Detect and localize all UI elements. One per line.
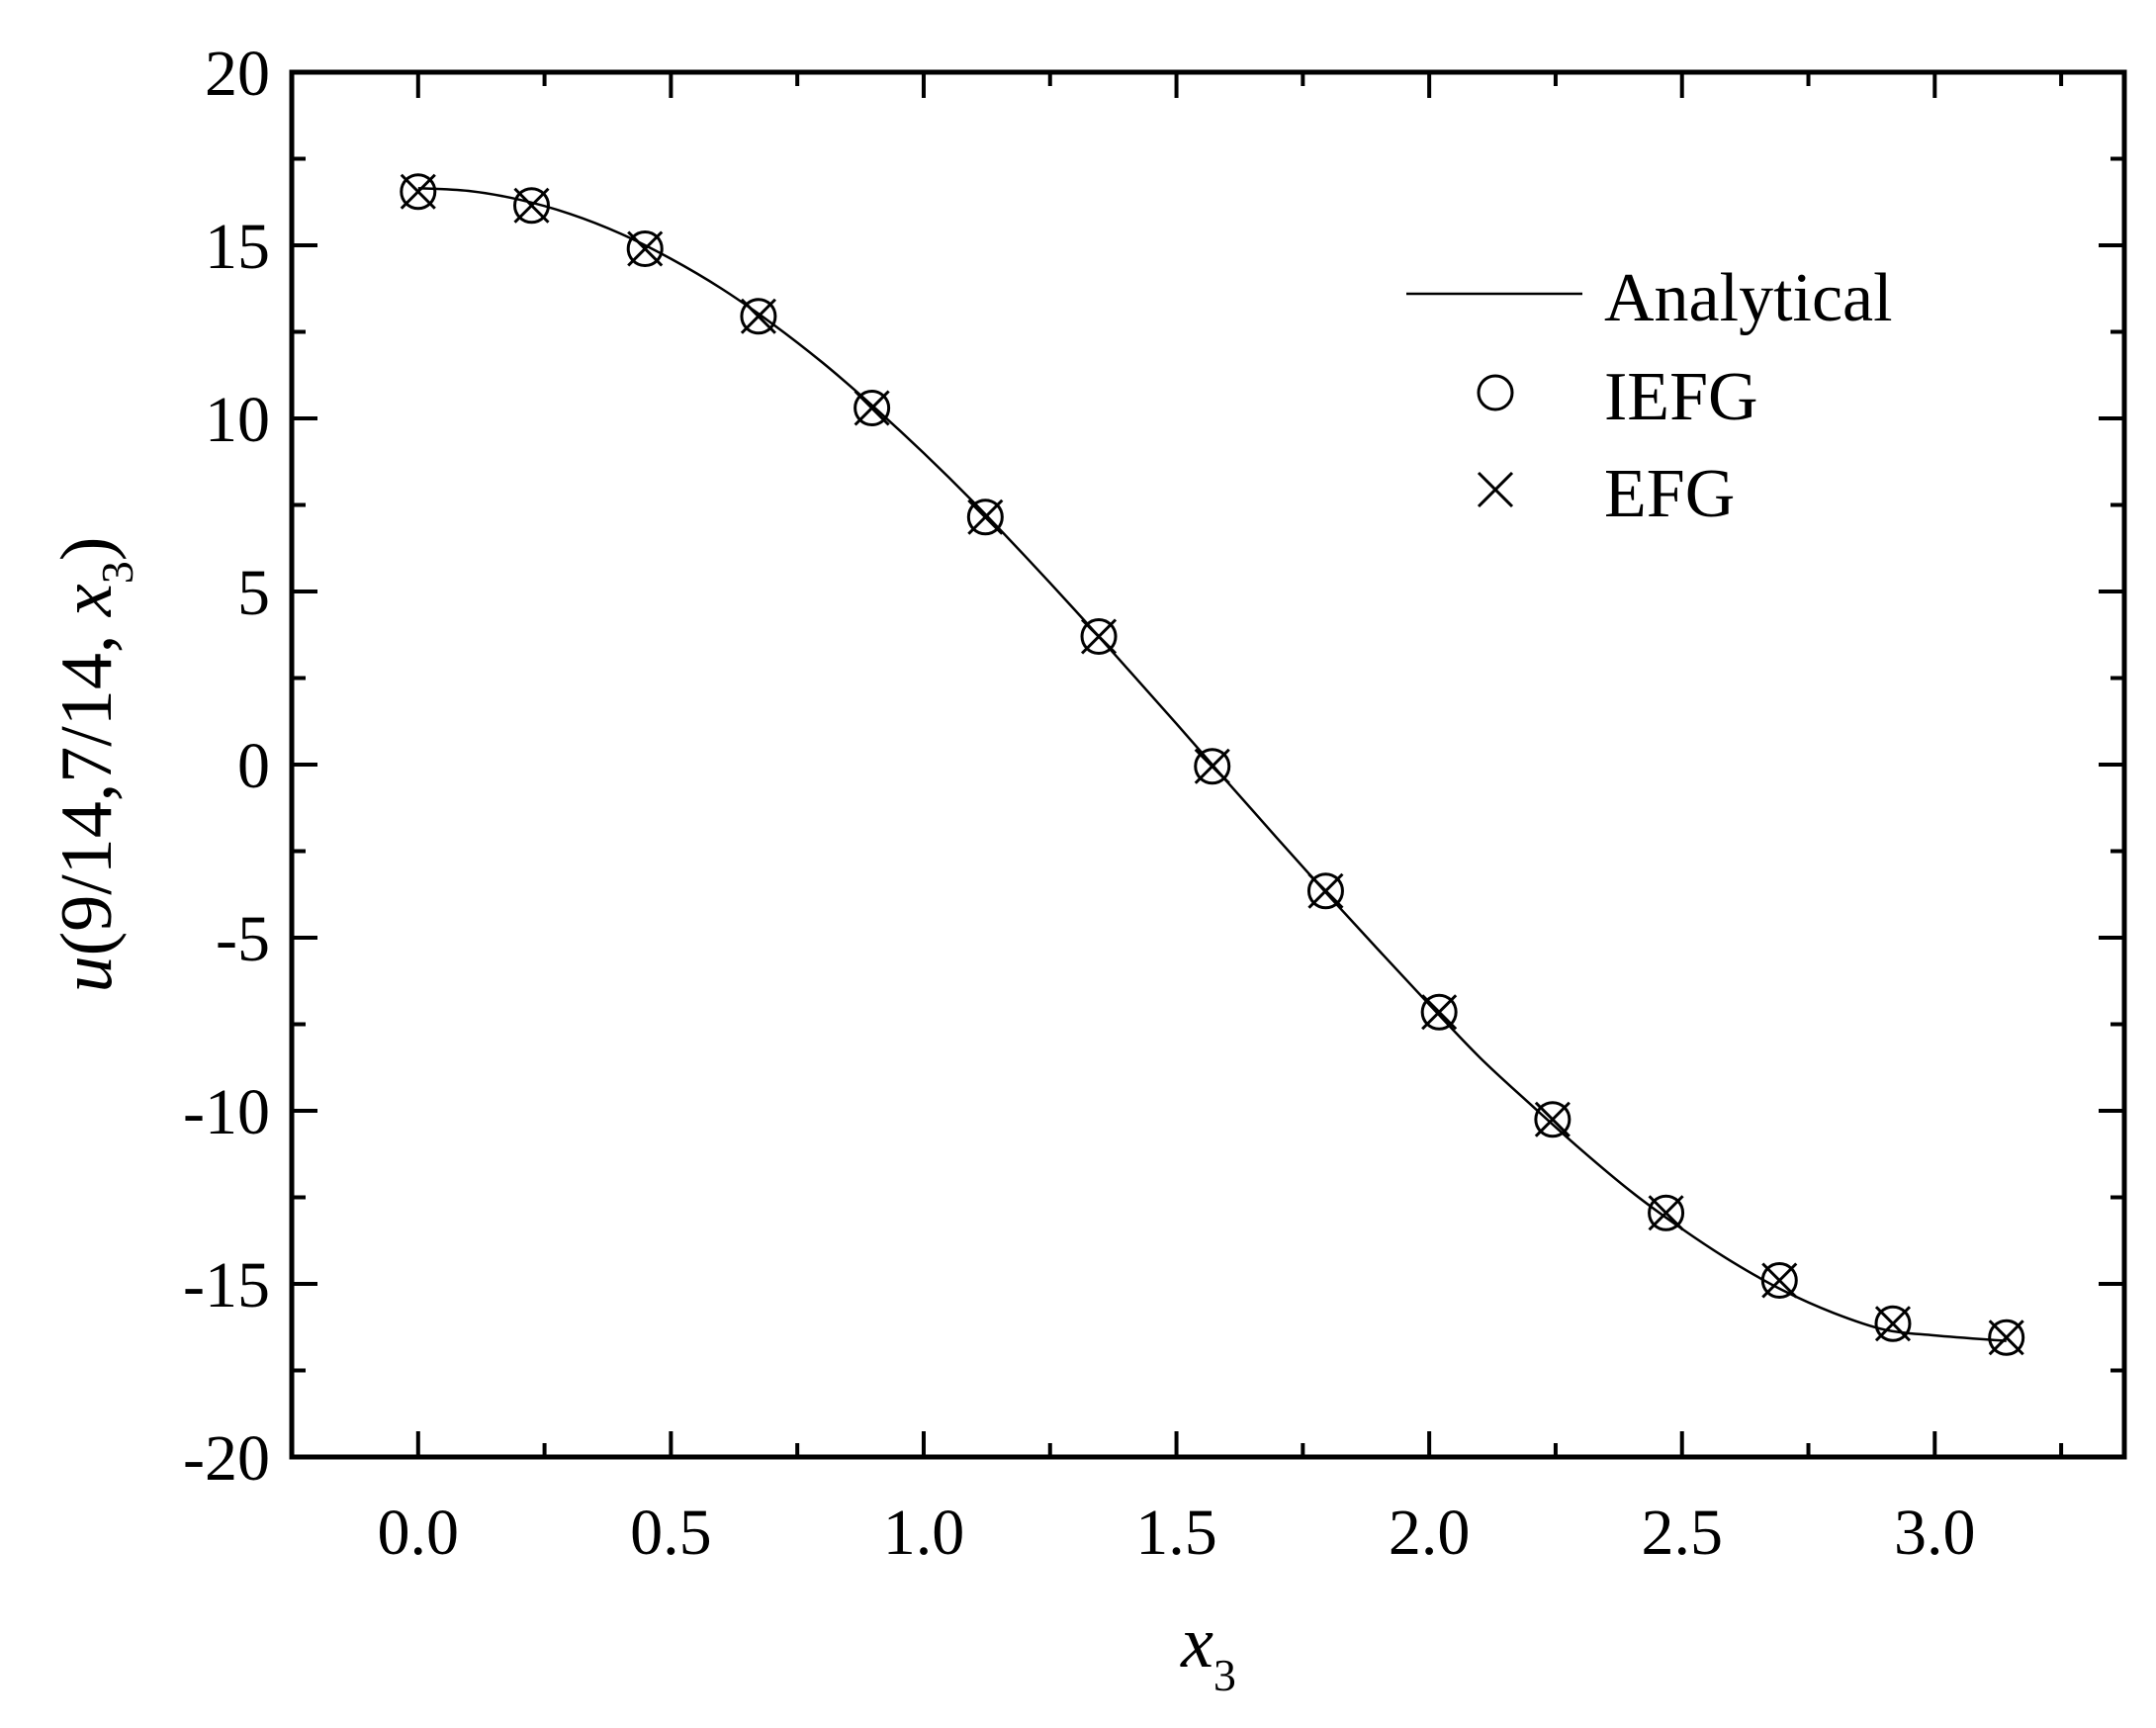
y-axis-title-body: (9/14,7/14, bbox=[46, 616, 128, 955]
efg-point bbox=[1988, 1319, 2024, 1356]
cross-stroke-b bbox=[1421, 994, 1458, 1031]
efg-point bbox=[627, 230, 664, 267]
y-tick-label: 10 bbox=[205, 384, 270, 456]
x-tick-label: 3.0 bbox=[1894, 1497, 1976, 1569]
iefg-point bbox=[1306, 872, 1344, 910]
x-axis-title: x3 bbox=[1180, 1602, 1236, 1700]
iefg-point bbox=[966, 499, 1004, 536]
iefg-point bbox=[740, 298, 777, 335]
x-axis-title-var: x bbox=[1180, 1602, 1213, 1683]
cross-stroke-b bbox=[1307, 872, 1344, 909]
cross-stroke-b bbox=[1988, 1319, 2024, 1356]
x-tick-label: 2.5 bbox=[1641, 1497, 1723, 1569]
x-tick-label: 0.0 bbox=[378, 1497, 460, 1569]
efg-point bbox=[513, 187, 550, 224]
efg-point bbox=[1648, 1195, 1684, 1231]
efg-point bbox=[967, 499, 1004, 535]
y-tick-label: -5 bbox=[216, 903, 270, 975]
efg-point bbox=[1307, 872, 1344, 909]
cross-stroke-b bbox=[1080, 618, 1118, 655]
y-tick-label: -10 bbox=[183, 1076, 270, 1148]
series-layer bbox=[400, 173, 2025, 1356]
analytical-curve bbox=[417, 187, 2007, 1342]
y-axis-title: u(9/14,7/14, x3) bbox=[46, 537, 142, 993]
cross-stroke-b bbox=[1477, 471, 1514, 508]
y-axis-title-prefix: u bbox=[46, 955, 128, 992]
iefg-point bbox=[400, 173, 437, 211]
iefg-point bbox=[1534, 1101, 1572, 1138]
efg-point bbox=[1874, 1306, 1912, 1342]
x-tick-label: 0.5 bbox=[630, 1497, 712, 1569]
y-tick-label: 0 bbox=[237, 730, 270, 802]
cross-stroke-b bbox=[1761, 1262, 1798, 1299]
tick-labels: 0.0 0.5 1.0 1.5 2.0 2.5 3.0 20 15 10 5 0 -5 -10 -15 -20 bbox=[183, 38, 1976, 1569]
cross-stroke-b bbox=[1648, 1195, 1684, 1231]
y-tick-label: -15 bbox=[183, 1249, 270, 1321]
y-tick-label: 20 bbox=[205, 38, 270, 110]
x-tick-label: 1.0 bbox=[883, 1497, 965, 1569]
iefg-point bbox=[1874, 1305, 1912, 1342]
iefg-point bbox=[626, 230, 664, 267]
efg-point bbox=[853, 390, 890, 426]
y-axis-title-var: x bbox=[46, 584, 128, 617]
legend: Analytical IEFG EFG bbox=[1406, 260, 1893, 532]
legend-symbol-iefg bbox=[1477, 374, 1514, 411]
efg-point bbox=[740, 298, 776, 334]
efg-point bbox=[1761, 1262, 1798, 1299]
iefg-point bbox=[853, 390, 891, 426]
x-axis-title-sub: 3 bbox=[1213, 1650, 1236, 1700]
cross-stroke-b bbox=[627, 230, 664, 267]
legend-symbol-efg bbox=[1477, 471, 1514, 508]
iefg-point bbox=[1760, 1262, 1798, 1299]
y-tick-label: 5 bbox=[237, 557, 270, 629]
y-axis-title-sub: 3 bbox=[92, 561, 142, 584]
cross-stroke-b bbox=[853, 390, 890, 426]
efg-point bbox=[1421, 994, 1458, 1031]
x-tick-label: 2.0 bbox=[1389, 1497, 1471, 1569]
efg-point bbox=[1080, 618, 1118, 655]
iefg-point bbox=[1080, 618, 1118, 655]
efg-point bbox=[1534, 1101, 1571, 1137]
efg-point bbox=[400, 173, 436, 210]
iefg-point bbox=[1194, 748, 1231, 785]
iefg-point bbox=[1988, 1319, 2025, 1356]
iefg-point bbox=[513, 187, 551, 225]
cross-stroke-b bbox=[400, 173, 436, 210]
legend-label-analytical: Analytical bbox=[1604, 260, 1893, 336]
cross-stroke-b bbox=[967, 499, 1004, 535]
y-tick-label: 15 bbox=[205, 211, 270, 283]
iefg-point bbox=[1420, 993, 1458, 1031]
y-tick-label: -20 bbox=[183, 1422, 270, 1495]
iefg-point bbox=[1648, 1194, 1685, 1231]
x-tick-label: 1.5 bbox=[1135, 1497, 1217, 1569]
cross-stroke-b bbox=[513, 187, 550, 224]
axis-ticks bbox=[292, 70, 2124, 1459]
y-axis-title-suffix: ) bbox=[46, 537, 128, 562]
cross-stroke-b bbox=[1194, 748, 1230, 784]
legend-label-efg: EFG bbox=[1604, 456, 1735, 532]
cross-stroke-b bbox=[1534, 1101, 1571, 1137]
cross-stroke-b bbox=[1874, 1306, 1912, 1342]
cross-stroke-b bbox=[740, 298, 776, 334]
legend-label-iefg: IEFG bbox=[1604, 359, 1758, 435]
efg-point bbox=[1194, 748, 1230, 784]
